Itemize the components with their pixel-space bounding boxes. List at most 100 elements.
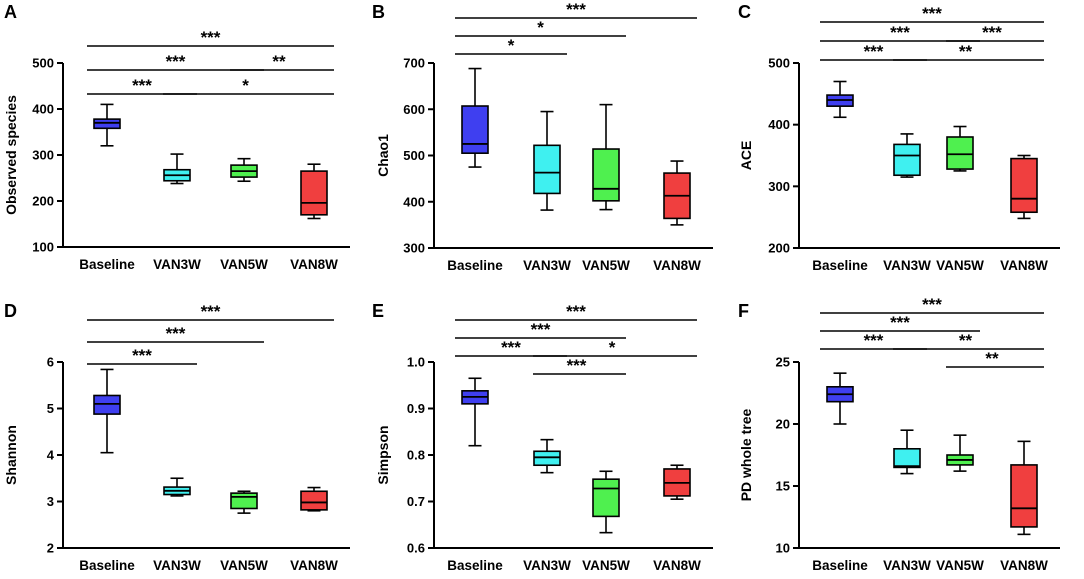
- significance-bracket: ***: [455, 320, 626, 339]
- significance-label: ***: [922, 4, 942, 23]
- y-tick-label: 700: [403, 56, 425, 71]
- significance-label: **: [272, 52, 286, 71]
- significance-bracket: *: [163, 76, 334, 95]
- significance-label: **: [959, 331, 973, 350]
- significance-bracket: ***: [87, 52, 264, 71]
- significance-label: *: [508, 36, 515, 55]
- x-tick-label: VAN8W: [290, 257, 338, 272]
- box-body: [1010, 464, 1038, 528]
- box-van8w: [1010, 440, 1038, 536]
- box-body: [1010, 157, 1038, 214]
- box-baseline: [93, 368, 121, 454]
- significance-bracket: ***: [87, 324, 264, 343]
- significance-bracket: ***: [820, 313, 980, 332]
- box-van3w: [533, 438, 561, 474]
- y-tick-label: 1.0: [407, 355, 425, 370]
- significance-label: ***: [566, 302, 586, 321]
- x-tick-label: VAN5W: [220, 558, 268, 573]
- panel-a: A 100 200 300 400 500 Observed species Baseline…: [3, 2, 350, 272]
- box-body: [300, 170, 328, 216]
- box-body: [893, 447, 921, 469]
- x-tick-label: VAN5W: [936, 558, 984, 573]
- significance-bracket: **: [893, 42, 1044, 61]
- significance-label: ***: [864, 331, 884, 350]
- significance-label: **: [985, 349, 999, 368]
- y-tick-label: 10: [776, 541, 790, 556]
- significance-label: *: [537, 18, 544, 37]
- box-van5w: [946, 434, 974, 472]
- panel-e: E 0.6 0.7 0.8 0.9 1.0 Simpson Baseline VAN3W VAN5…: [372, 301, 713, 573]
- box-van3w: [893, 133, 921, 178]
- panel-b: B 300 400 500 600 700 Chao1 Baseline VAN3W VAN5W V…: [372, 0, 713, 273]
- box-body: [533, 450, 561, 467]
- significance-label: ***: [982, 23, 1002, 42]
- y-tick-label: 0.6: [407, 541, 425, 556]
- box-body: [893, 143, 921, 177]
- significance-bracket: *: [455, 18, 626, 37]
- panel-letter: A: [4, 2, 17, 22]
- y-tick-label: 20: [776, 417, 790, 432]
- y-axis-title: Shannon: [3, 425, 19, 485]
- box-van3w: [893, 429, 921, 475]
- box-van3w: [163, 153, 191, 185]
- significance-bracket: ***: [455, 0, 697, 19]
- box-van5w: [946, 125, 974, 172]
- panel-c: C 200 300 400 500 ACE Baseline VAN3W VAN5W VAN8W *…: [738, 2, 1060, 273]
- significance-label: ***: [890, 313, 910, 332]
- box-body: [93, 118, 121, 130]
- box-body: [946, 136, 974, 170]
- panel-letter: D: [4, 301, 17, 321]
- box-baseline: [461, 67, 489, 168]
- significance-bracket: **: [893, 331, 1044, 350]
- x-tick-label: Baseline: [812, 258, 868, 273]
- panel-letter: B: [372, 2, 385, 22]
- x-tick-label: Baseline: [447, 558, 503, 573]
- x-tick-label: VAN5W: [582, 558, 630, 573]
- significance-bracket: ***: [820, 331, 927, 350]
- significance-label: **: [959, 42, 973, 61]
- y-tick-label: 2: [47, 541, 54, 556]
- x-tick-label: Baseline: [79, 558, 135, 573]
- x-tick-label: VAN5W: [582, 258, 630, 273]
- significance-label: *: [609, 338, 616, 357]
- y-tick-label: 5: [47, 401, 54, 416]
- significance-bracket: ***: [87, 346, 197, 365]
- x-tick-label: VAN5W: [936, 258, 984, 273]
- significance-label: ***: [501, 338, 521, 357]
- panel-letter: F: [738, 301, 749, 321]
- significance-bracket: ***: [87, 302, 334, 321]
- y-tick-label: 300: [403, 241, 425, 256]
- significance-label: *: [242, 76, 249, 95]
- box-van8w: [663, 160, 691, 226]
- y-tick-label: 0.8: [407, 448, 425, 463]
- y-axis-title: Chao1: [375, 134, 391, 177]
- box-body: [93, 394, 121, 415]
- y-tick-label: 400: [32, 102, 54, 117]
- significance-label: ***: [531, 320, 551, 339]
- y-axis-title: Simpson: [375, 425, 391, 484]
- y-tick-label: 500: [32, 56, 54, 71]
- significance-bracket: ***: [946, 23, 1044, 42]
- significance-bracket: ***: [455, 302, 697, 321]
- box-van8w: [300, 486, 328, 512]
- x-tick-label: VAN8W: [290, 558, 338, 573]
- box-van5w: [230, 157, 258, 183]
- box-van8w: [300, 163, 328, 220]
- significance-bracket: ***: [820, 42, 927, 61]
- panel-d: D 2 3 4 5 6 Shannon Baseline VAN3W VAN5W VAN8W *** *…: [3, 301, 350, 573]
- significance-bracket: ***: [87, 28, 334, 47]
- box-van5w: [592, 103, 620, 211]
- box-body: [300, 490, 328, 511]
- box-body: [230, 492, 258, 510]
- significance-label: ***: [132, 76, 152, 95]
- significance-label: ***: [201, 302, 221, 321]
- box-body: [533, 144, 561, 195]
- significance-bracket: ***: [820, 23, 980, 42]
- y-tick-label: 400: [768, 117, 790, 132]
- y-axis-title: Observed species: [3, 95, 19, 215]
- y-tick-label: 6: [47, 355, 54, 370]
- significance-bracket: ***: [820, 295, 1044, 314]
- significance-bracket: ***: [820, 4, 1044, 23]
